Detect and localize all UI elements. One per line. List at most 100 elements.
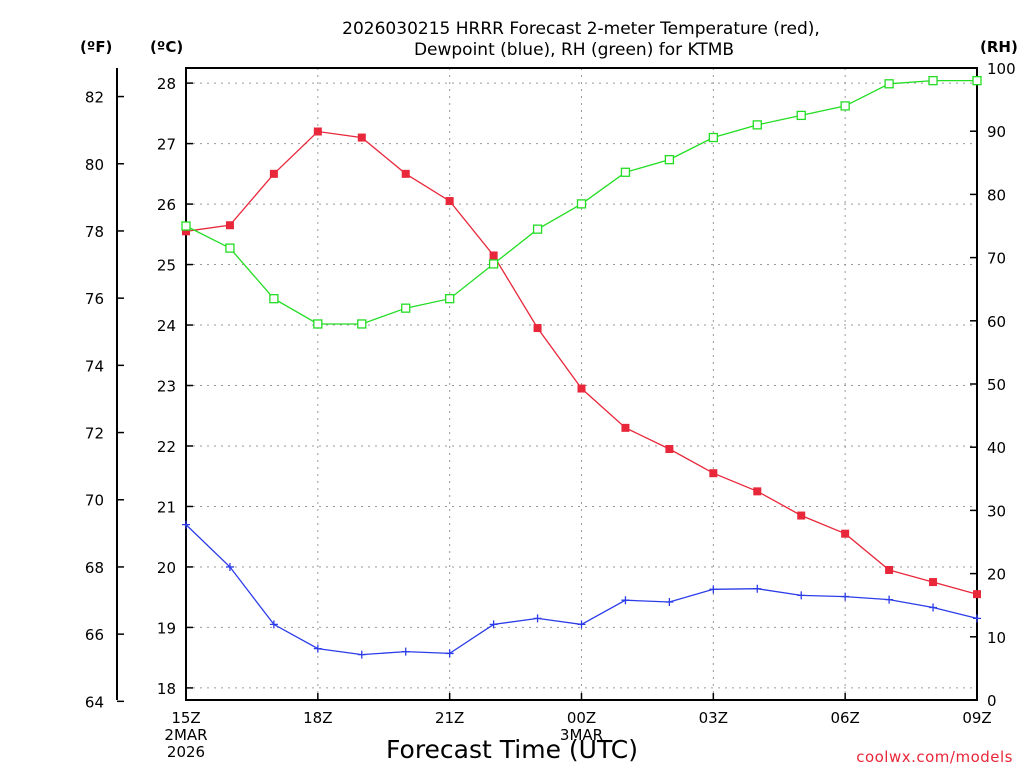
fahrenheit-unit-label: (ºF): [80, 38, 112, 56]
temperature-point: [182, 227, 190, 236]
temperature-point: [401, 169, 410, 178]
dewpoint-point: [929, 603, 938, 612]
temperature-point: [973, 590, 981, 599]
rh-point: [488, 259, 499, 269]
fahrenheit-tick-label: 72: [85, 425, 104, 443]
fahrenheit-tick-label: 64: [85, 693, 104, 711]
x-tick-label: 09Z: [962, 709, 991, 727]
dewpoint-point: [885, 595, 894, 604]
temperature-point: [797, 511, 806, 520]
dewpoint-point: [357, 650, 366, 659]
dewpoint-point: [182, 520, 190, 529]
temperature-point: [621, 423, 630, 432]
fahrenheit-tick-label: 78: [85, 223, 104, 241]
rh-point: [752, 120, 762, 130]
celsius-tick-label: 28: [157, 75, 176, 93]
fahrenheit-tick-label: 70: [85, 492, 104, 510]
dewpoint-point: [797, 591, 806, 600]
temperature-point: [577, 384, 586, 393]
temperature-point: [929, 578, 938, 587]
dewpoint-point: [313, 644, 322, 653]
temperature-point: [225, 221, 234, 230]
x-tick-label: 06Z: [830, 709, 859, 727]
source-credit: coolwx.com/models: [856, 748, 1013, 766]
celsius-tick-label: 19: [157, 619, 176, 637]
celsius-tick-label: 23: [157, 378, 176, 396]
fahrenheit-tick-label: 74: [85, 357, 104, 375]
rh-point: [576, 199, 587, 209]
rh-point: [928, 75, 938, 86]
x-tick-date-label: 3MAR: [560, 726, 603, 744]
data-series: [181, 75, 982, 659]
fahrenheit-tick-label: 66: [85, 626, 104, 644]
temperature-point: [533, 324, 542, 333]
dewpoint-point: [665, 598, 674, 607]
celsius-tick-label: 25: [157, 257, 176, 275]
temperature-point: [885, 565, 894, 574]
temperature-point: [313, 127, 322, 136]
rh-point: [357, 319, 367, 329]
temperature-point: [489, 251, 498, 260]
fahrenheit-tick-label: 80: [85, 156, 104, 174]
axis-ticks: 18 19 20 21 22 23 24 25 26 27 28 64 66 68 70 72 74 76 78 80…: [85, 60, 1016, 761]
dewpoint-point: [445, 649, 454, 658]
rh-tick-label: 90: [987, 123, 1006, 141]
rh-point: [269, 294, 279, 304]
rh-tick-label: 30: [987, 502, 1006, 520]
celsius-unit-label: (ºC): [150, 38, 183, 56]
dewpoint-point: [225, 562, 234, 571]
temperature-point: [357, 133, 366, 142]
dewpoint-point: [841, 592, 850, 601]
x-axis-label: Forecast Time (UTC): [386, 735, 638, 764]
rh-tick-label: 0: [987, 692, 997, 710]
rh-point: [313, 319, 323, 329]
celsius-tick-label: 26: [157, 196, 176, 214]
dewpoint-point: [533, 614, 542, 623]
rh-point: [840, 101, 850, 111]
rh-tick-label: 100: [987, 60, 1016, 78]
dewpoint-point: [973, 614, 981, 623]
celsius-tick-label: 24: [157, 317, 176, 335]
dewpoint-point: [577, 620, 586, 629]
rh-tick-label: 40: [987, 439, 1006, 457]
temperature-point: [753, 487, 762, 496]
fahrenheit-tick-label: 76: [85, 290, 104, 308]
rh-unit-label: (RH): [980, 38, 1018, 56]
x-tick-label: 18Z: [303, 709, 332, 727]
rh-point: [401, 303, 411, 313]
celsius-tick-label: 18: [157, 680, 176, 698]
rh-tick-label: 60: [987, 313, 1006, 331]
celsius-tick-label: 21: [157, 498, 176, 516]
celsius-tick-label: 22: [157, 438, 176, 456]
dewpoint-point: [489, 620, 498, 629]
x-tick-date-label: 2MAR: [164, 726, 207, 744]
rh-tick-label: 70: [987, 250, 1006, 268]
x-tick-label: 21Z: [435, 709, 464, 727]
rh-point: [972, 75, 982, 86]
chart-title-line-1: 2026030215 HRRR Forecast 2-meter Tempera…: [342, 19, 820, 39]
temperature-point: [665, 445, 674, 454]
x-tick-label: 00Z: [567, 709, 596, 727]
x-tick-date-label: 2026: [167, 743, 205, 761]
rh-point: [445, 294, 455, 304]
grid-lines: [185, 68, 978, 700]
fahrenheit-tick-label: 82: [85, 89, 104, 107]
temperature-point: [445, 197, 454, 206]
celsius-tick-label: 20: [157, 559, 176, 577]
rh-point: [181, 221, 191, 231]
dewpoint-point: [621, 596, 630, 605]
fahrenheit-tick-label: 68: [85, 559, 104, 577]
dewpoint-point: [709, 585, 718, 594]
rh-point: [884, 79, 894, 89]
x-tick-label: 15Z: [171, 709, 200, 727]
rh-tick-label: 10: [987, 629, 1006, 647]
x-tick-label: 03Z: [699, 709, 728, 727]
chart-title-line-2: Dewpoint (blue), RH (green) for KTMB: [414, 40, 734, 60]
rh-point: [796, 110, 806, 121]
rh-tick-label: 20: [987, 566, 1006, 584]
celsius-tick-label: 27: [157, 136, 176, 154]
rh-point: [620, 167, 631, 177]
rh-tick-label: 80: [987, 186, 1006, 204]
rh-point: [532, 224, 543, 234]
